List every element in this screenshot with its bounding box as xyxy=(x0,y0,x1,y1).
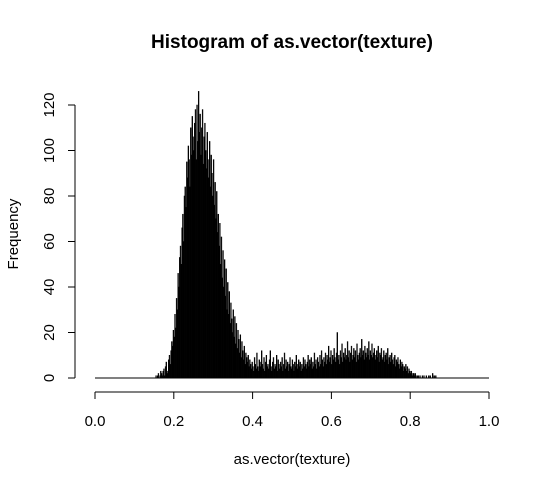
x-axis: 0.0 0.2 0.4 0.6 0.8 1.0 xyxy=(85,391,500,430)
x-tick-label: 0.6 xyxy=(321,413,342,430)
x-tick-label: 1.0 xyxy=(479,413,500,430)
x-tick-label: 0.8 xyxy=(400,413,421,430)
y-tick-label: 60 xyxy=(41,233,58,250)
histogram-bar xyxy=(432,373,434,379)
y-axis: 0 20 40 60 80 100 120 xyxy=(41,92,76,382)
histogram-bar xyxy=(157,373,160,379)
chart-title: Histogram of as.vector(texture) xyxy=(151,32,433,53)
y-axis-label: Frequency xyxy=(5,198,22,269)
histogram-bars xyxy=(95,91,489,379)
y-tick-label: 100 xyxy=(41,138,58,163)
x-tick-label: 0.0 xyxy=(85,413,106,430)
y-tick-label: 120 xyxy=(41,92,58,117)
y-tick-label: 20 xyxy=(41,324,58,341)
x-tick-label: 0.2 xyxy=(163,413,184,430)
x-tick-label: 0.4 xyxy=(242,413,263,430)
y-tick-label: 80 xyxy=(41,188,58,205)
y-tick-label: 40 xyxy=(41,279,58,296)
y-tick-label: 0 xyxy=(41,374,58,382)
x-axis-label: as.vector(texture) xyxy=(234,451,351,468)
